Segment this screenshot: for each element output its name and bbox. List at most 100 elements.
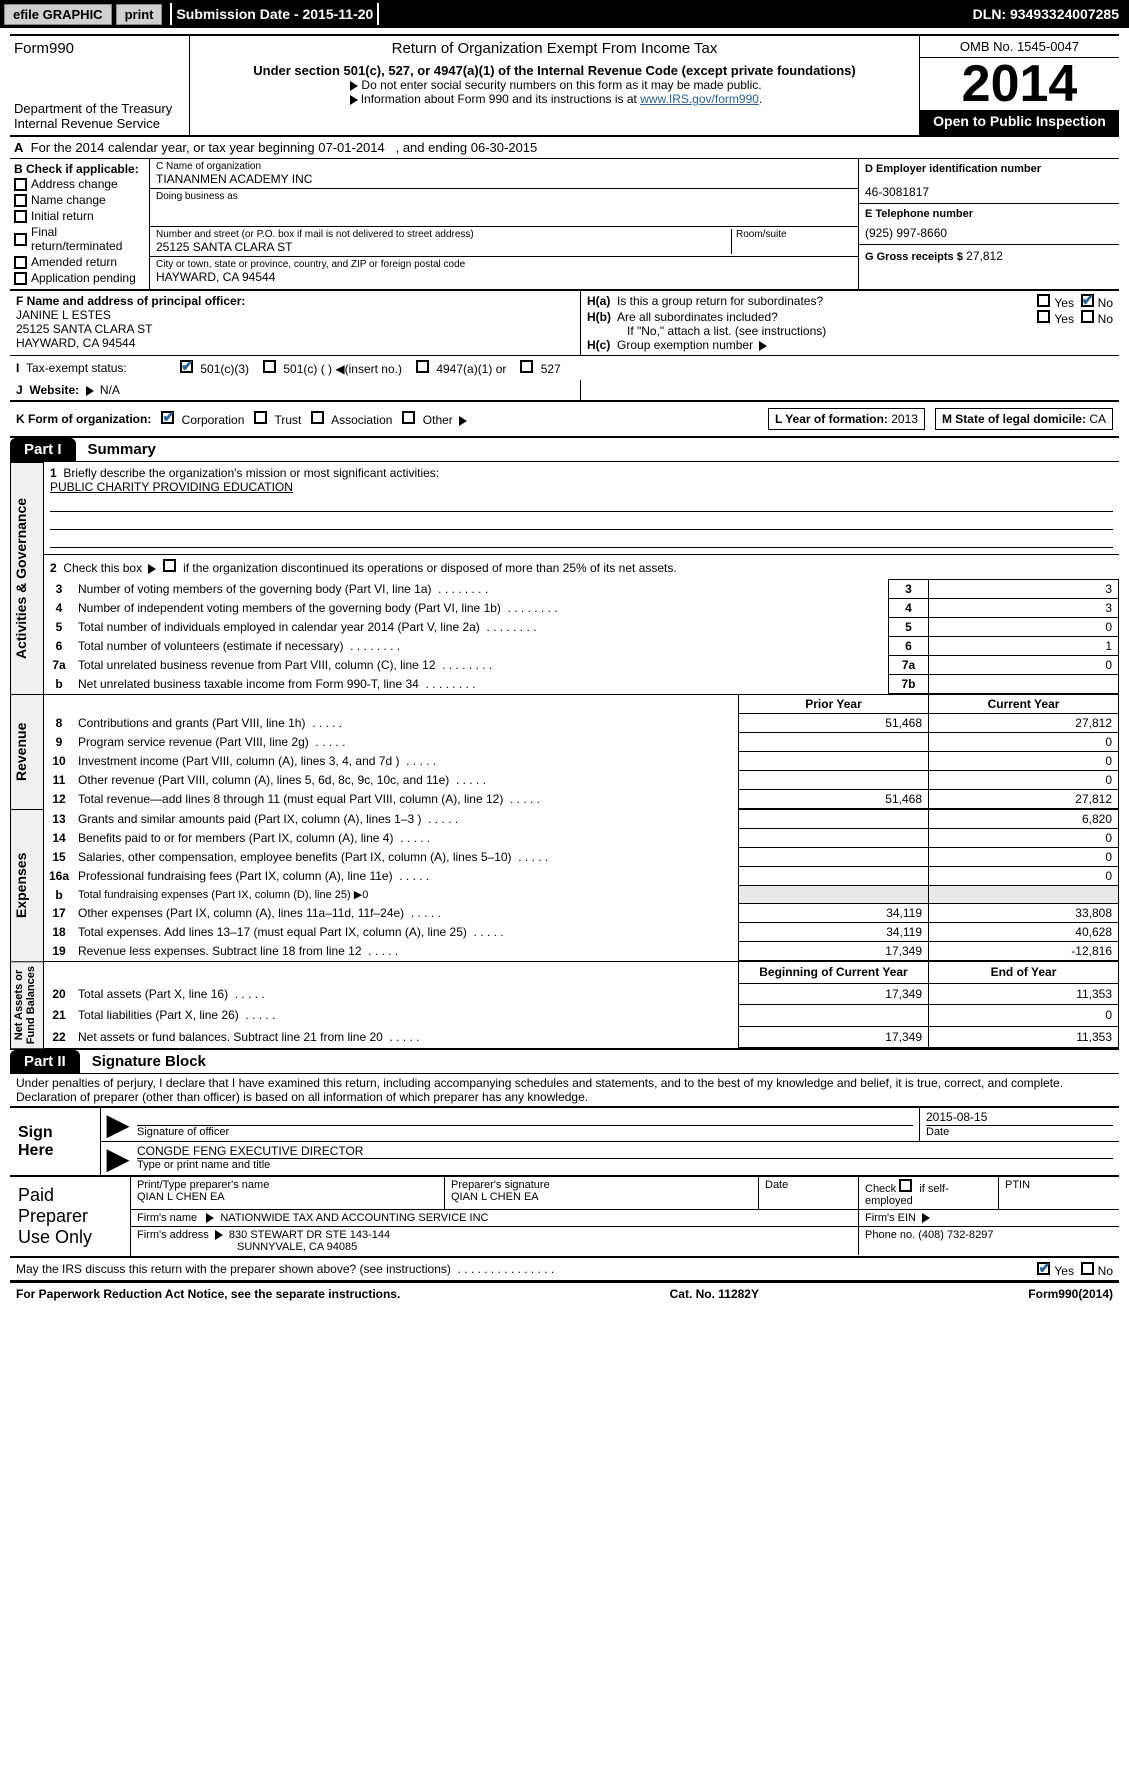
chk-assoc[interactable] — [311, 411, 324, 424]
chk-other[interactable] — [402, 411, 415, 424]
form-number: Form990 — [14, 40, 185, 57]
note-ssn: Do not enter social security numbers on … — [196, 78, 913, 92]
officer-name-title: CONGDE FENG EXECUTIVE DIRECTOR — [137, 1144, 1113, 1159]
table-row: b Total fundraising expenses (Part IX, c… — [44, 886, 1119, 904]
website: N/A — [100, 383, 120, 397]
city-state-zip: HAYWARD, CA 94544 — [156, 270, 852, 284]
sig-date: 2015-08-15 — [926, 1110, 1113, 1126]
chk-self-employed[interactable] — [899, 1179, 912, 1192]
gross-receipts: 27,812 — [966, 249, 1003, 263]
table-row: 10 Investment income (Part VIII, column … — [44, 752, 1119, 771]
submission-date: Submission Date - 2015-11-20 — [176, 6, 373, 22]
dept-label: Department of the Treasury Internal Reve… — [14, 101, 185, 131]
ha-no[interactable] — [1081, 294, 1094, 307]
chk-app-pending[interactable] — [14, 272, 27, 285]
expenses-table: 13 Grants and similar amounts paid (Part… — [44, 809, 1119, 961]
row-tax-exempt: I Tax-exempt status: 501(c)(3) 501(c) ( … — [10, 356, 1119, 380]
table-row: 21 Total liabilities (Part X, line 26) .… — [44, 1005, 1119, 1027]
vlabel-revenue: Revenue — [10, 694, 44, 809]
table-row: 19 Revenue less expenses. Subtract line … — [44, 942, 1119, 961]
hb-yes[interactable] — [1037, 310, 1050, 323]
row-j: J Website: N/A — [10, 380, 1119, 402]
chk-final-return[interactable] — [14, 233, 27, 246]
row-a: A For the 2014 calendar year, or tax yea… — [10, 135, 1119, 159]
chk-amended[interactable] — [14, 256, 27, 269]
section-bcdeg: B Check if applicable: Address change Na… — [10, 159, 1119, 291]
chk-name-change[interactable] — [14, 194, 27, 207]
firm-name: NATIONWIDE TAX AND ACCOUNTING SERVICE IN… — [220, 1212, 488, 1224]
street: 25125 SANTA CLARA ST — [156, 240, 727, 254]
table-row: 12 Total revenue—add lines 8 through 11 … — [44, 790, 1119, 809]
chk-501c[interactable] — [263, 360, 276, 373]
mission: PUBLIC CHARITY PROVIDING EDUCATION — [50, 480, 293, 494]
table-row: 15 Salaries, other compensation, employe… — [44, 848, 1119, 867]
chk-discontinued[interactable] — [163, 559, 176, 572]
phone: (925) 997-8660 — [865, 220, 1113, 240]
chk-527[interactable] — [520, 360, 533, 373]
vlabel-netassets: Net Assets or Fund Balances — [10, 961, 44, 1048]
page-footer: For Paperwork Reduction Act Notice, see … — [10, 1282, 1119, 1305]
year-formation: L Year of formation: 2013 — [768, 408, 925, 430]
table-row: 13 Grants and similar amounts paid (Part… — [44, 810, 1119, 829]
dln-label: DLN: 93493324007285 — [973, 6, 1125, 22]
part2-header: Part II Signature Block — [10, 1048, 1119, 1074]
governance-table: 3 Number of voting members of the govern… — [44, 579, 1119, 694]
vlabel-expenses: Expenses — [10, 809, 44, 961]
col-b: B Check if applicable: Address change Na… — [10, 159, 150, 289]
table-row: 9 Program service revenue (Part VIII, li… — [44, 733, 1119, 752]
perjury-text: Under penalties of perjury, I declare th… — [10, 1074, 1119, 1106]
table-row: 20 Total assets (Part X, line 16) . . . … — [44, 983, 1119, 1005]
firm-phone: (408) 732-8297 — [918, 1229, 993, 1241]
print-button[interactable]: print — [116, 4, 163, 25]
paid-preparer: Paid Preparer Use Only Print/Type prepar… — [10, 1177, 1119, 1258]
discuss-row: May the IRS discuss this return with the… — [10, 1258, 1119, 1282]
arrow-icon: ▶ — [101, 1108, 131, 1141]
signature-block: Sign Here ▶ Signature of officer 2015-08… — [10, 1106, 1119, 1177]
hb-no[interactable] — [1081, 310, 1094, 323]
note-info: Information about Form 990 and its instr… — [196, 92, 913, 106]
chk-4947[interactable] — [416, 360, 429, 373]
form-title: Return of Organization Exempt From Incom… — [196, 40, 913, 57]
form-subtitle: Under section 501(c), 527, or 4947(a)(1)… — [196, 63, 913, 78]
table-row: 3 Number of voting members of the govern… — [44, 580, 1119, 599]
preparer-name: QIAN L CHEN EA — [137, 1191, 438, 1203]
table-row: 14 Benefits paid to or for members (Part… — [44, 829, 1119, 848]
chk-initial-return[interactable] — [14, 210, 27, 223]
top-bar: efile GRAPHIC print Submission Date - 20… — [0, 0, 1129, 28]
col-deg: D Employer identification number 46-3081… — [859, 159, 1119, 289]
discuss-no[interactable] — [1081, 1262, 1094, 1275]
discuss-yes[interactable] — [1037, 1262, 1050, 1275]
table-row: 22 Net assets or fund balances. Subtract… — [44, 1026, 1119, 1048]
open-public: Open to Public Inspection — [920, 111, 1119, 135]
part1-header: Part I Summary — [10, 438, 1119, 462]
netassets-table: Beginning of Current YearEnd of Year 20 … — [44, 961, 1119, 1048]
table-row: 4 Number of independent voting members o… — [44, 599, 1119, 618]
tax-year: 2014 — [920, 58, 1119, 111]
row-f: F Name and address of principal officer:… — [10, 291, 1119, 356]
row-k: K Form of organization: Corporation Trus… — [10, 402, 1119, 438]
chk-501c3[interactable] — [180, 360, 193, 373]
form-header: Form990 Department of the Treasury Inter… — [10, 34, 1119, 135]
table-row: 11 Other revenue (Part VIII, column (A),… — [44, 771, 1119, 790]
table-row: 6 Total number of volunteers (estimate i… — [44, 637, 1119, 656]
officer-name: JANINE L ESTES — [16, 308, 111, 322]
org-name: TIANANMEN ACADEMY INC — [156, 172, 852, 186]
irs-link[interactable]: www.IRS.gov/form990 — [640, 92, 759, 106]
efile-button[interactable]: efile GRAPHIC — [4, 4, 112, 25]
chk-corp[interactable] — [161, 411, 174, 424]
table-row: 8 Contributions and grants (Part VIII, l… — [44, 714, 1119, 733]
table-row: 5 Total number of individuals employed i… — [44, 618, 1119, 637]
state-domicile: M State of legal domicile: CA — [935, 408, 1113, 430]
chk-trust[interactable] — [254, 411, 267, 424]
table-row: 18 Total expenses. Add lines 13–17 (must… — [44, 923, 1119, 942]
table-row: b Net unrelated business taxable income … — [44, 675, 1119, 694]
vlabel-governance: Activities & Governance — [10, 462, 44, 694]
revenue-table: Prior YearCurrent Year 8 Contributions a… — [44, 694, 1119, 809]
ha-yes[interactable] — [1037, 294, 1050, 307]
arrow-icon: ▶ — [101, 1142, 131, 1175]
chk-address-change[interactable] — [14, 178, 27, 191]
table-row: 7a Total unrelated business revenue from… — [44, 656, 1119, 675]
ein: 46-3081817 — [865, 175, 1113, 199]
table-row: 16a Professional fundraising fees (Part … — [44, 867, 1119, 886]
col-c: C Name of organization TIANANMEN ACADEMY… — [150, 159, 859, 289]
